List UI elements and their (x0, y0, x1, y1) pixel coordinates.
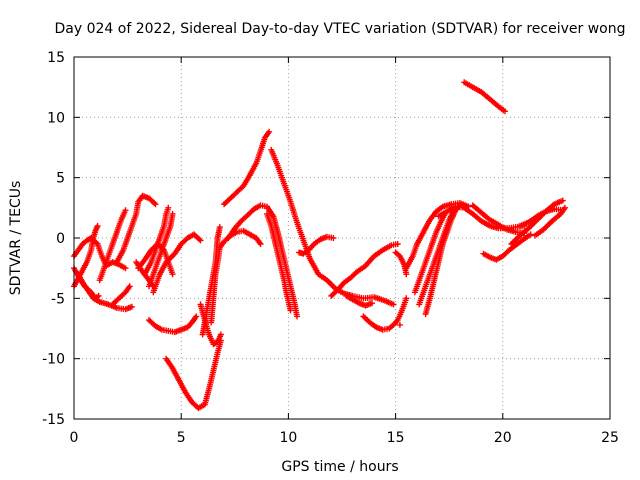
series-arc19 (225, 202, 300, 320)
y-axis-label: SDTVAR / TECUs (8, 181, 24, 296)
grid (74, 57, 610, 419)
series-arc14 (163, 337, 224, 412)
series-arc11 (141, 204, 172, 278)
plus-markers (469, 202, 528, 237)
plot-frame (73, 56, 611, 420)
plus-markers (146, 210, 176, 290)
plus-markers (480, 231, 534, 263)
plus-markers (113, 192, 159, 266)
plus-markers (264, 210, 294, 314)
plus-markers (225, 202, 300, 320)
plus-markers (517, 206, 566, 229)
y-tick-label: 0 (56, 231, 65, 247)
series-arc13 (146, 313, 200, 336)
series-arc4 (75, 271, 102, 302)
y-tick-label: -15 (42, 412, 65, 428)
y-tick-label: 15 (47, 50, 65, 66)
plus-markers (141, 204, 172, 278)
y-tick-label: -5 (51, 291, 65, 307)
y-tick-label: 10 (47, 110, 65, 126)
series-arc22 (296, 233, 337, 257)
series-arc21 (268, 146, 397, 308)
x-tick-label: 20 (494, 430, 512, 446)
plus-markers (343, 292, 375, 309)
series-arc7 (113, 192, 159, 266)
plus-markers (96, 207, 129, 284)
series-arc6 (109, 283, 133, 308)
plus-markers (109, 283, 133, 308)
chart-title: Day 024 of 2022, Sidereal Day-to-day VTE… (55, 21, 626, 37)
series-arc23 (328, 241, 401, 299)
series-arc37 (461, 79, 508, 115)
plus-markers (422, 202, 463, 317)
x-tick-label: 25 (601, 430, 619, 446)
x-tick-label: 0 (70, 430, 79, 446)
plus-markers (146, 313, 200, 336)
plus-markers (360, 295, 410, 333)
plus-markers (461, 79, 508, 115)
series-arc25 (360, 295, 410, 333)
plus-markers (328, 241, 401, 299)
series-arc35 (517, 206, 566, 229)
axis-ticks: 0 5 10 15 20 25 -15 -10 -5 0 5 10 15 (42, 50, 619, 446)
series-isolated (396, 321, 403, 328)
plus-markers (163, 337, 224, 412)
plus-markers (221, 128, 273, 208)
plus-markers (532, 204, 568, 239)
data-marks (71, 79, 568, 412)
series-arc20 (264, 210, 294, 314)
plus-markers (508, 197, 566, 247)
series-arc5 (96, 207, 129, 284)
plus-markers (75, 271, 102, 302)
series-arc18 (221, 128, 273, 208)
series-arc12 (150, 231, 204, 296)
plus-markers (268, 146, 397, 308)
plus-markers (411, 210, 448, 296)
plus-markers (150, 231, 204, 296)
series-arc30 (422, 202, 463, 317)
y-tick-label: 5 (56, 171, 65, 187)
x-tick-label: 15 (387, 430, 405, 446)
series-arc32 (469, 202, 528, 237)
y-tick-label: -10 (42, 352, 65, 368)
x-tick-label: 10 (279, 430, 297, 446)
series-arc34 (508, 197, 566, 247)
series-arc24 (343, 292, 375, 309)
plus-markers (296, 233, 337, 257)
series-arc33 (480, 231, 534, 263)
plus-markers (396, 321, 403, 328)
series-arc28 (411, 210, 448, 296)
x-axis-label: GPS time / hours (281, 459, 398, 475)
x-tick-label: 5 (177, 430, 186, 446)
series-arc36 (532, 204, 568, 239)
series-arc10 (146, 210, 176, 290)
